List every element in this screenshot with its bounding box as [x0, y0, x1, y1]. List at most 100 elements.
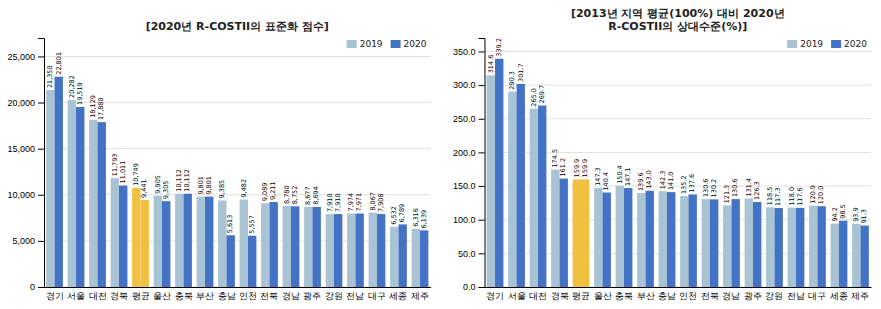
data-label: 6,139: [420, 210, 428, 229]
x-tick-label: 충남: [658, 291, 676, 301]
data-label: 120.9: [809, 185, 817, 204]
bar: [688, 194, 696, 287]
x-tick: 부산: [196, 287, 214, 301]
data-label: 117.3: [774, 187, 782, 206]
x-tick: 광주: [744, 287, 762, 301]
data-label: 6,789: [398, 204, 406, 223]
legend-swatch: [347, 40, 357, 48]
x-axis: 경기서울대전경북평균울산충북부산충남인천전북경남광주강원전남대구세종제주: [485, 287, 872, 301]
data-label: 147.1: [624, 167, 632, 186]
x-tick: 강원: [325, 287, 343, 301]
x-tick: 전남: [787, 287, 805, 301]
y-tick-mark: [38, 241, 44, 242]
legend-item: 2019: [347, 39, 383, 49]
y-tick-label: 150.0: [453, 181, 476, 191]
y-axis: 0.050.0100.0150.0200.0250.0300.0350.0: [453, 39, 485, 293]
y-tick: 250.0: [453, 114, 485, 124]
x-tick-label: 광주: [303, 291, 321, 301]
bar: [197, 197, 205, 287]
data-label: 265.0: [530, 88, 538, 107]
bar: [667, 192, 675, 287]
x-tick-label: 인천: [239, 291, 257, 301]
bar: [538, 105, 546, 287]
y-tick-label: 20,000: [7, 98, 35, 108]
x-tick-label: 경북: [110, 291, 128, 301]
bar: [495, 59, 503, 287]
x-tick-label: 평균: [132, 291, 150, 301]
bar: [581, 179, 589, 287]
x-tick: 세종: [830, 287, 848, 301]
plot-area: 21,35020,28218,12911,79310,7499,90510,11…: [7, 39, 431, 302]
bar: [860, 226, 868, 287]
bar: [89, 120, 97, 287]
y-tick-label: 200.0: [453, 148, 476, 158]
x-tick-label: 전북: [260, 291, 278, 301]
bar: [55, 77, 63, 287]
y-tick-label: 350.0: [453, 47, 476, 57]
y-tick: 15,000: [7, 144, 44, 154]
y-tick-mark: [479, 119, 485, 120]
x-tick: 충남: [658, 287, 676, 301]
data-label: 11,011: [119, 161, 127, 184]
bar: [68, 100, 76, 287]
x-tick: 충북: [175, 287, 193, 301]
y-tick: 300.0: [453, 80, 485, 90]
data-label: 137.6: [688, 174, 696, 193]
y-axis-line: [479, 39, 486, 288]
data-label: 8,780: [283, 185, 291, 204]
x-tick: 대전: [529, 287, 547, 301]
data-label: 9,482: [240, 179, 248, 198]
y-tick: 0: [30, 282, 44, 292]
data-label: 10,112: [183, 169, 191, 192]
x-tick: 강원: [765, 287, 783, 301]
data-label: 21,350: [46, 65, 54, 88]
data-label: 301.7: [517, 63, 525, 82]
bar: [616, 186, 624, 287]
y-tick-label: 0.0: [463, 282, 476, 292]
x-tick: 제주: [851, 287, 869, 301]
data-label: 8,677: [304, 186, 312, 205]
data-label: 9,385: [218, 180, 226, 199]
data-label: 94.2: [831, 207, 839, 221]
bar: [573, 179, 581, 287]
data-label: 290.3: [508, 71, 516, 90]
data-label: 8,752: [291, 186, 299, 205]
bar: [659, 191, 667, 287]
x-tick: 경남: [282, 287, 300, 301]
bar: [809, 206, 817, 287]
bar: [141, 200, 149, 287]
y-tick: 100.0: [453, 215, 485, 225]
bar: [154, 196, 162, 287]
panel: 21,35020,28218,12911,79310,7499,90510,11…: [7, 20, 431, 301]
x-tick: 대전: [89, 287, 107, 301]
y-axis-line: [38, 39, 45, 288]
chart-title-line: [2013년 지역 평균(100%) 대비 2020년: [571, 7, 785, 20]
x-tick: 인천: [239, 287, 257, 301]
bar: [420, 230, 428, 287]
x-tick: 충북: [615, 287, 633, 301]
data-label: 18,129: [89, 95, 97, 118]
x-tick-label: 인천: [679, 291, 697, 301]
x-tick: 전북: [701, 287, 719, 301]
data-label: 159.9: [573, 159, 581, 178]
legend: 20192020: [347, 39, 427, 49]
bar: [240, 200, 248, 287]
legend: 20192020: [787, 39, 867, 49]
data-label: 8,067: [369, 192, 377, 211]
bar: [637, 193, 645, 287]
data-label: 269.7: [538, 85, 546, 104]
data-label: 121.3: [723, 185, 731, 204]
y-tick-label: 5,000: [12, 236, 35, 246]
x-tick-label: 부산: [196, 291, 214, 301]
data-label: 7,974: [347, 193, 355, 212]
y-tick-label: 300.0: [453, 80, 476, 90]
bar: [603, 193, 611, 287]
data-label: 118.0: [788, 187, 796, 206]
data-label: 6,532: [390, 206, 398, 225]
x-tick-label: 서울: [508, 291, 526, 301]
x-tick-label: 평균: [572, 291, 590, 301]
bar: [326, 214, 334, 287]
bar: [304, 207, 312, 287]
data-labels: 21,35020,28218,12911,79310,7499,90510,11…: [46, 52, 428, 234]
bar: [731, 199, 739, 287]
